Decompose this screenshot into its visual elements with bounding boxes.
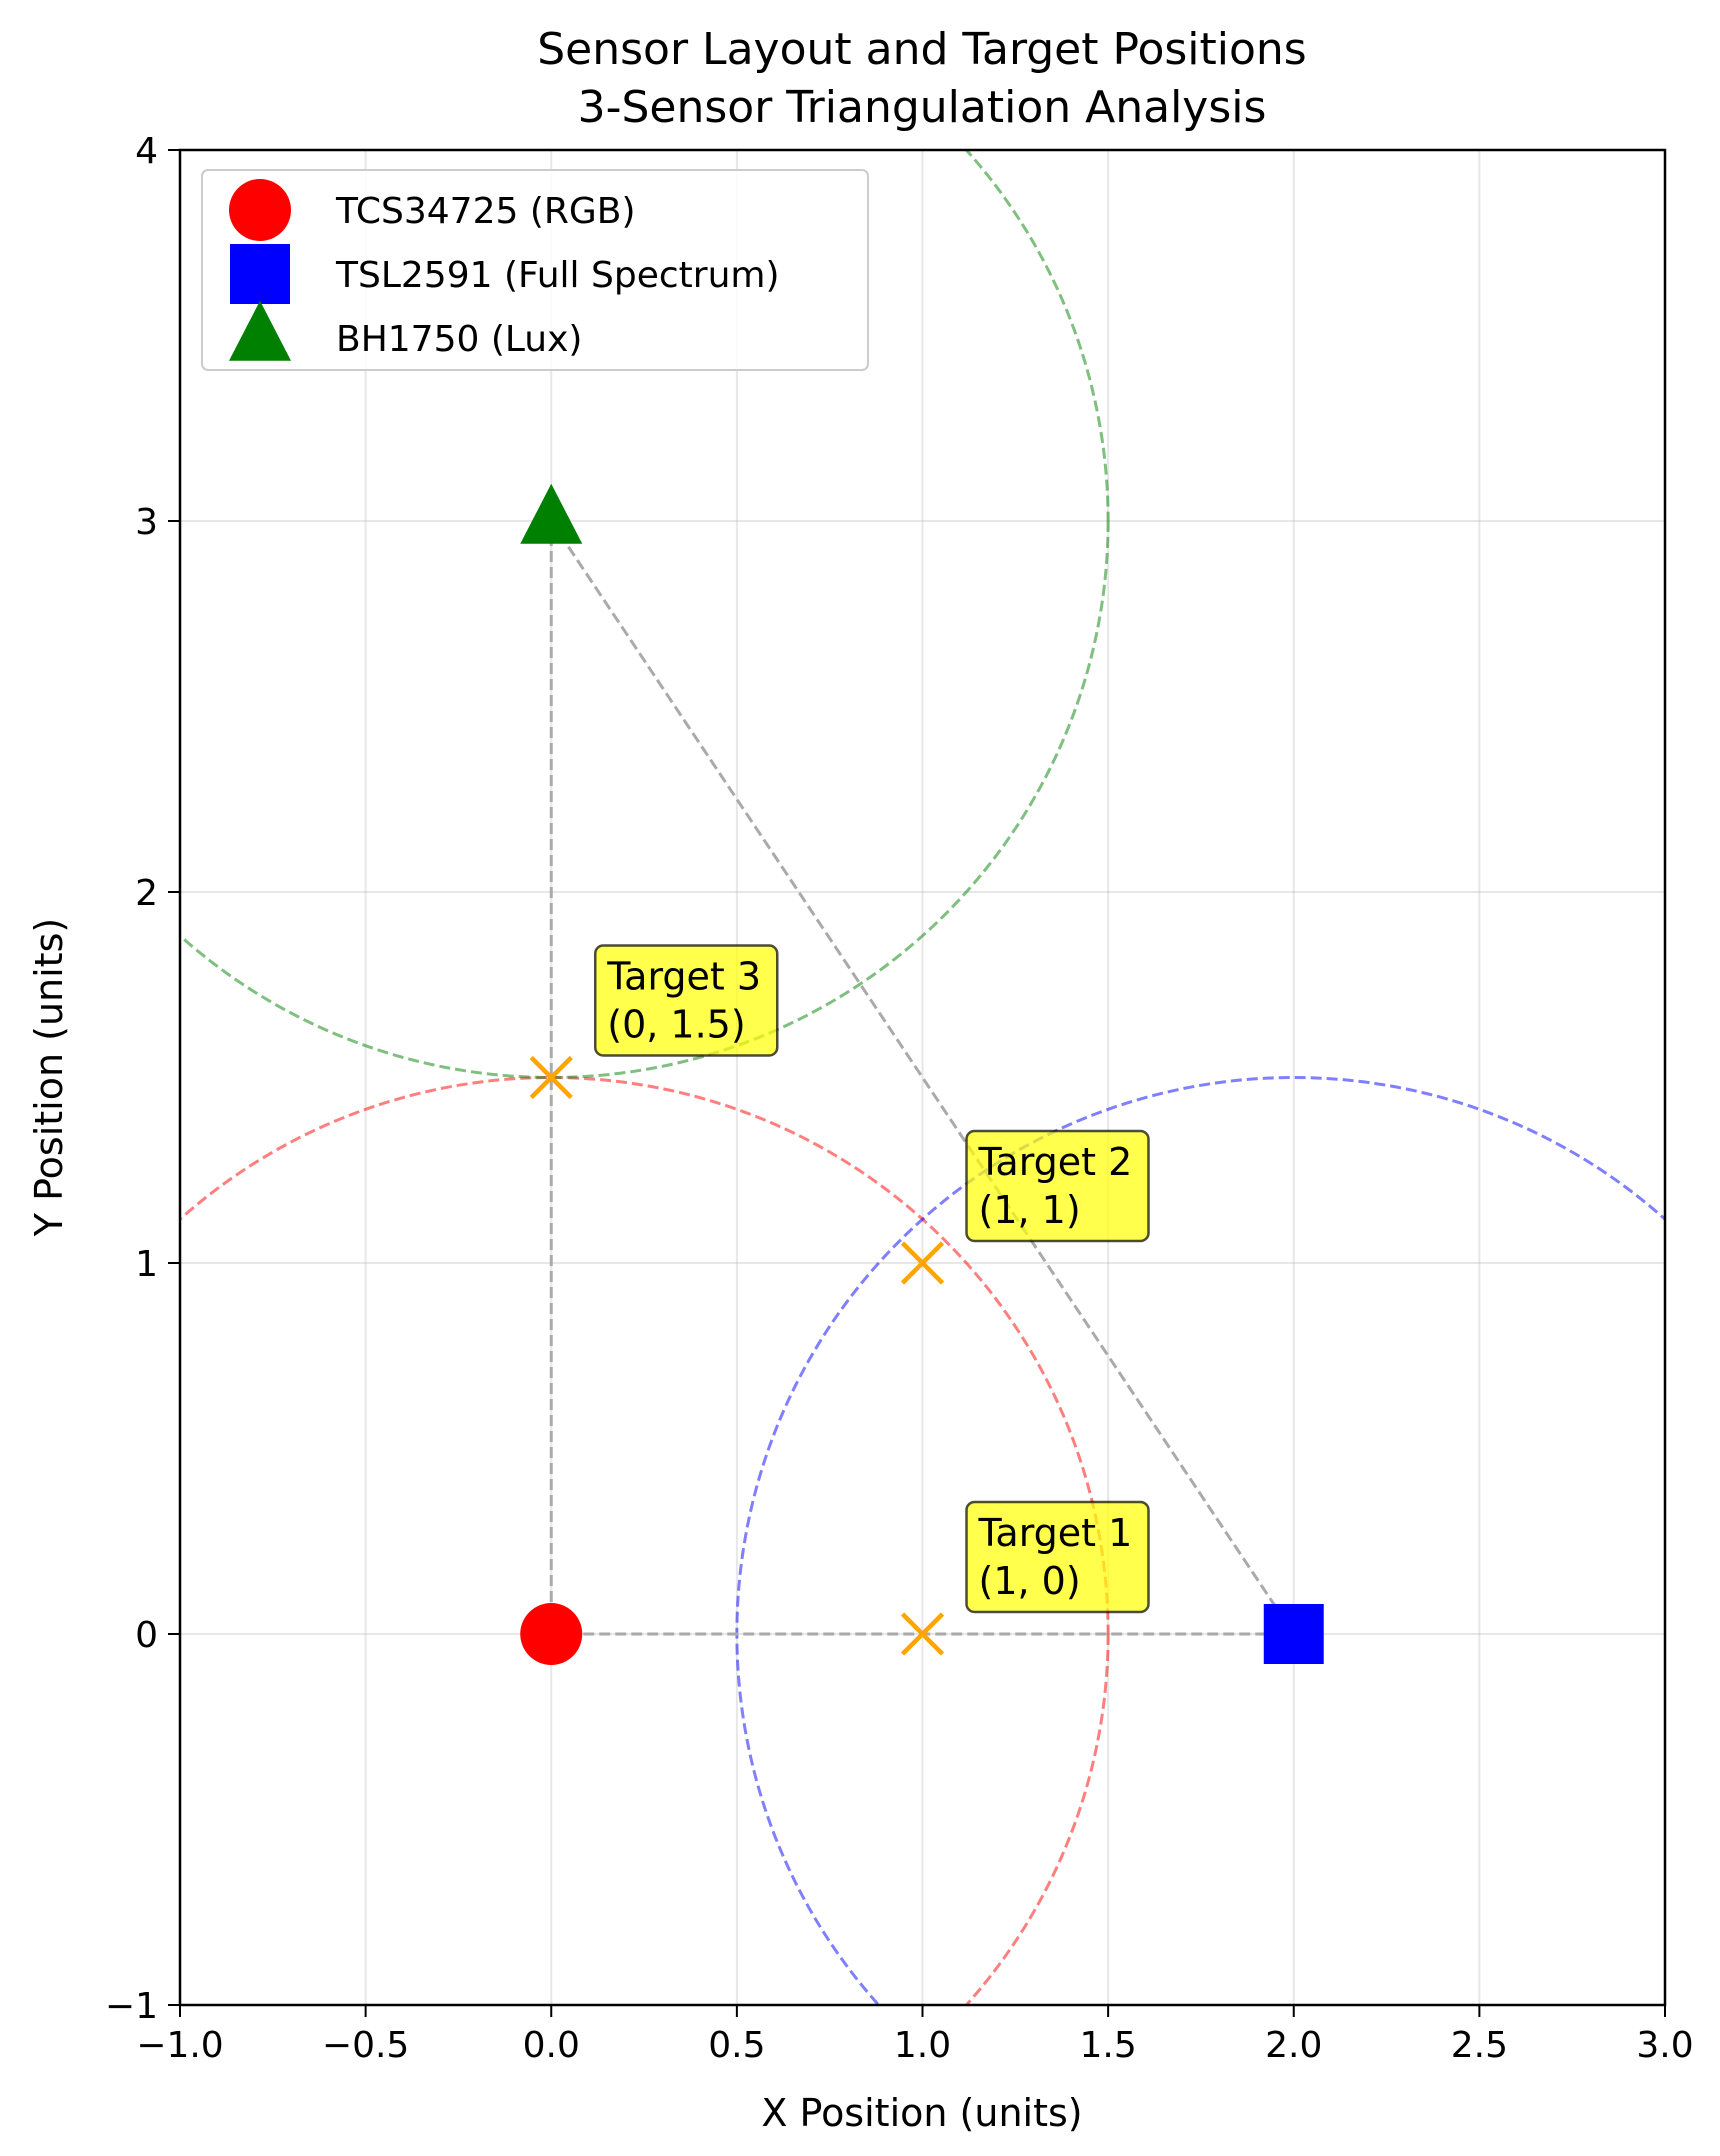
legend-label: TCS34725 (RGB) bbox=[335, 191, 636, 232]
annotation-label: Target 3 bbox=[606, 955, 761, 999]
sensor-marker bbox=[520, 1603, 583, 1665]
target-annotation: Target 1(1, 0) bbox=[965, 1500, 1150, 1614]
target-x-stroke bbox=[900, 1241, 945, 1285]
target-x-stroke bbox=[900, 1612, 945, 1656]
legend-frame bbox=[201, 169, 869, 371]
chart-subtitle: 3-Sensor Triangulation Analysis bbox=[578, 82, 1267, 133]
x-tick-label: 2.0 bbox=[1265, 2025, 1322, 2066]
annotation-box bbox=[594, 944, 779, 1057]
annotation-coords: (0, 1.5) bbox=[607, 1003, 745, 1047]
range-circle bbox=[180, 1076, 1110, 2005]
x-tick-label: 1.0 bbox=[894, 2025, 951, 2066]
legend-label: BH1750 (Lux) bbox=[336, 319, 582, 360]
target-annotation: Target 3(0, 1.5) bbox=[594, 944, 779, 1057]
x-tick-label: −1.0 bbox=[136, 2025, 223, 2066]
x-tick-label: 1.5 bbox=[1079, 2025, 1136, 2066]
legend-marker bbox=[229, 179, 291, 241]
x-tick-label: 3.0 bbox=[1636, 2025, 1693, 2066]
annotation-coords: (1, 1) bbox=[979, 1188, 1081, 1232]
annotation-box bbox=[965, 1129, 1150, 1243]
axis-ticks: −1.0 −0.5 0.0 0.5 1.0 1.5 2.0 2.5 3.0 −1 0 1 2 3 4 bbox=[105, 131, 1694, 2066]
sensor-marker bbox=[520, 483, 583, 544]
y-tick-label: 4 bbox=[135, 131, 158, 172]
target-marker bbox=[900, 1241, 945, 1285]
y-axis-label: Y Position (units) bbox=[27, 918, 71, 1237]
target-marker bbox=[900, 1612, 945, 1656]
x-tick-label: 0.5 bbox=[708, 2025, 765, 2066]
x-axis-label: X Position (units) bbox=[761, 2091, 1082, 2135]
annotation-label: Target 1 bbox=[978, 1511, 1133, 1555]
y-tick-label: −1 bbox=[105, 1986, 158, 2027]
target-marker bbox=[529, 1055, 573, 1100]
sensor-markers bbox=[520, 483, 1324, 1665]
legend-marker bbox=[229, 300, 291, 361]
legend: TCS34725 (RGB) TSL2591 (Full Spectrum) BH1… bbox=[201, 169, 869, 371]
legend-marker bbox=[230, 244, 290, 304]
legend-label: TSL2591 (Full Spectrum) bbox=[335, 255, 780, 296]
annotation-box bbox=[965, 1500, 1150, 1614]
y-tick-label: 1 bbox=[135, 1244, 158, 1285]
target-x-stroke bbox=[529, 1055, 573, 1100]
chart-title: Sensor Layout and Target Positions bbox=[537, 24, 1306, 75]
x-tick-label: 0.0 bbox=[523, 2025, 580, 2066]
x-tick-label: −0.5 bbox=[322, 2025, 409, 2066]
annotation-coords: (1, 0) bbox=[979, 1559, 1081, 1603]
target-annotations: Target 1(1, 0) Target 2(1, 1) Target 3(0, … bbox=[594, 944, 1150, 1614]
annotation-label: Target 2 bbox=[978, 1140, 1133, 1184]
baseline-line bbox=[550, 520, 1295, 1635]
x-tick-label: 2.5 bbox=[1451, 2025, 1508, 2066]
y-tick-label: 3 bbox=[135, 502, 158, 543]
sensor-marker bbox=[1263, 1604, 1324, 1664]
y-tick-label: 2 bbox=[135, 873, 158, 914]
target-annotation: Target 2(1, 1) bbox=[965, 1129, 1150, 1243]
y-tick-label: 0 bbox=[135, 1615, 158, 1656]
target-markers bbox=[529, 1055, 945, 1656]
